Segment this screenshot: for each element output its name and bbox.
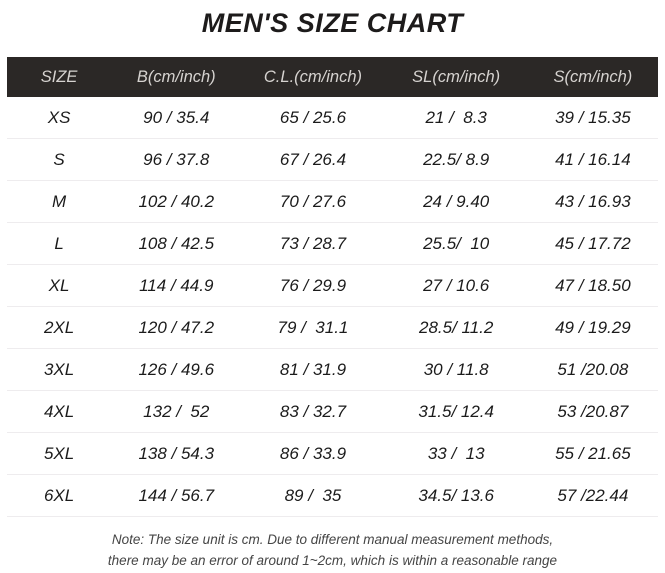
table-row: 2XL 120 / 47.2 79 / 31.1 28.5/ 11.2 49 / 19.…	[7, 307, 658, 349]
cell-cl: 81 / 31.9	[279, 359, 347, 379]
cell-s: 57 /22.44	[557, 485, 629, 505]
cell-sl: 33 / 13	[427, 443, 485, 463]
cell-cl: 65 / 25.6	[279, 107, 347, 127]
cell-s: 55 / 21.65	[555, 443, 631, 463]
header-cell-s: S(cm/inch)	[553, 67, 633, 86]
table-row: M 102 / 40.2 70 / 27.6 24 / 9.40 43 / 16.93	[7, 181, 658, 223]
cell-size: XL	[48, 275, 70, 295]
cell-s: 45 / 17.72	[555, 233, 631, 253]
cell-s: 53 /20.87	[557, 401, 629, 421]
table-row: XS 90 / 35.4 65 / 25.6 21 / 8.3 39 / 15.35	[7, 97, 658, 139]
cell-s: 39 / 15.35	[555, 107, 631, 127]
cell-size: 6XL	[43, 485, 75, 505]
table-body: XS 90 / 35.4 65 / 25.6 21 / 8.3 39 / 15.35 S 9…	[7, 97, 658, 517]
cell-sl: 22.5/ 8.9	[423, 149, 490, 169]
cell-cl: 76 / 29.9	[279, 275, 347, 295]
header-cell-cl: C.L.(cm/inch)	[263, 67, 362, 86]
cell-cl: 89 / 35	[284, 485, 342, 505]
table-row: 4XL 132 / 52 83 / 32.7 31.5/ 12.4 53 /20.87	[7, 391, 658, 433]
header-cell-b: B(cm/inch)	[136, 67, 216, 86]
size-table: SIZE B(cm/inch) C.L.(cm/inch) SL(cm/inch) S(…	[7, 57, 658, 517]
cell-s: 49 / 19.29	[555, 317, 631, 337]
cell-size: 5XL	[43, 443, 75, 463]
cell-cl: 67 / 26.4	[279, 149, 347, 169]
cell-b: 108 / 42.5	[138, 233, 215, 253]
measurement-note: Note: The size unit is cm. Due to differ…	[0, 530, 665, 572]
cell-sl: 28.5/ 11.2	[418, 317, 494, 337]
note-line-2: there may be an error of around 1~2cm, w…	[107, 552, 558, 568]
table-row: S 96 / 37.8 67 / 26.4 22.5/ 8.9 41 / 16.14	[7, 139, 658, 181]
cell-cl: 73 / 28.7	[279, 233, 347, 253]
page-title: MEN'S SIZE CHART	[201, 8, 464, 38]
cell-size: 3XL	[43, 359, 75, 379]
cell-cl: 79 / 31.1	[277, 317, 349, 337]
header-cell-sl: SL(cm/inch)	[412, 67, 501, 86]
cell-b: 144 / 56.7	[138, 485, 215, 505]
cell-s: 51 /20.08	[557, 359, 629, 379]
note-line-1: Note: The size unit is cm. Due to differ…	[111, 532, 554, 547]
cell-size: L	[54, 233, 64, 253]
cell-b: 114 / 44.9	[139, 275, 214, 295]
cell-b: 102 / 40.2	[138, 191, 215, 211]
cell-cl: 70 / 27.6	[279, 191, 347, 211]
cell-size: S	[53, 149, 65, 169]
cell-s: 47 / 18.50	[555, 275, 631, 295]
table-row: 6XL 144 / 56.7 89 / 35 34.5/ 13.6 57 /22.44	[7, 475, 658, 517]
cell-size: 2XL	[43, 317, 75, 337]
cell-sl: 31.5/ 12.4	[418, 401, 494, 421]
cell-cl: 83 / 32.7	[279, 401, 347, 421]
cell-sl: 34.5/ 13.6	[418, 485, 494, 505]
cell-sl: 25.5/ 10	[423, 233, 490, 253]
cell-sl: 21 / 8.3	[425, 107, 487, 127]
table-row: 3XL 126 / 49.6 81 / 31.9 30 / 11.8 51 /20.08	[7, 349, 658, 391]
cell-sl: 30 / 11.8	[423, 359, 489, 379]
table-row: L 108 / 42.5 73 / 28.7 25.5/ 10 45 / 17.72	[7, 223, 658, 265]
cell-b: 132 / 52	[143, 401, 210, 421]
table-row: XL 114 / 44.9 76 / 29.9 27 / 10.6 47 / 18.50	[7, 265, 658, 307]
cell-b: 90 / 35.4	[143, 107, 210, 127]
cell-sl: 24 / 9.40	[423, 191, 490, 211]
cell-s: 41 / 16.14	[555, 149, 631, 169]
cell-size: XS	[47, 107, 71, 127]
table-row: 5XL 138 / 54.3 86 / 33.9 33 / 13 55 / 21.65	[7, 433, 658, 475]
cell-size: 4XL	[43, 401, 75, 421]
cell-s: 43 / 16.93	[555, 191, 631, 211]
header-cell-size: SIZE	[40, 67, 78, 86]
cell-b: 96 / 37.8	[143, 149, 210, 169]
cell-size: M	[51, 191, 67, 211]
cell-b: 138 / 54.3	[138, 443, 215, 463]
cell-b: 126 / 49.6	[138, 359, 215, 379]
cell-cl: 86 / 33.9	[279, 443, 347, 463]
table-header-row: SIZE B(cm/inch) C.L.(cm/inch) SL(cm/inch) S(…	[7, 57, 658, 97]
cell-b: 120 / 47.2	[138, 317, 215, 337]
cell-sl: 27 / 10.6	[423, 275, 490, 295]
